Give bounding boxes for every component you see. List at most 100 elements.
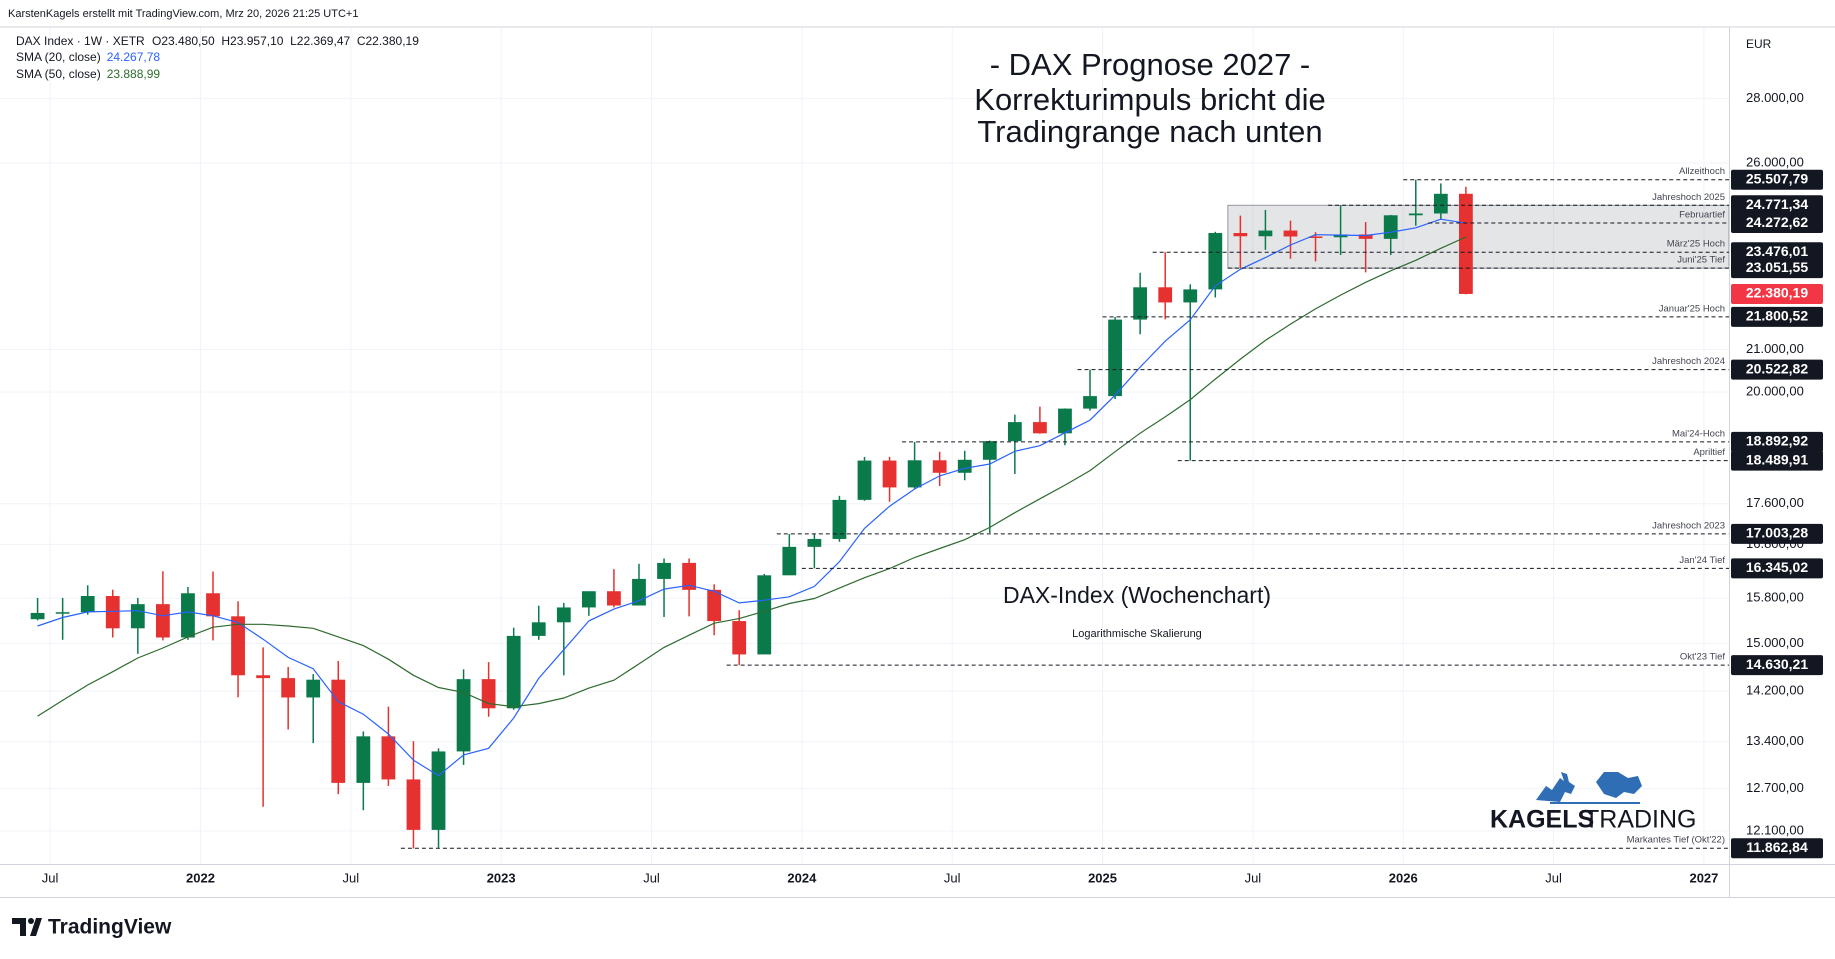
candle-body xyxy=(882,460,897,488)
candle-body xyxy=(531,622,546,636)
y-tick-label: 17.600,00 xyxy=(1746,495,1804,510)
x-tick-label: 2023 xyxy=(487,870,516,885)
price-label-box xyxy=(1731,213,1823,234)
candle-body xyxy=(456,679,471,752)
price-label: 17.003,28 xyxy=(1746,525,1808,541)
y-tick-label: 20.000,00 xyxy=(1746,384,1804,399)
level-note: Jahreshoch 2024 xyxy=(1652,356,1725,367)
candle-body xyxy=(331,679,346,783)
x-tick-label: 2024 xyxy=(787,870,817,885)
candle-body xyxy=(982,441,997,460)
y-tick-label: 12.100,00 xyxy=(1746,822,1804,837)
candle-body xyxy=(1007,422,1022,442)
candle-body xyxy=(181,593,195,638)
y-tick-label: 15.000,00 xyxy=(1746,635,1804,650)
legend-entry: SMA (50, close) xyxy=(16,67,101,81)
price-label: 23.476,01 xyxy=(1746,243,1808,259)
candle-body xyxy=(1108,319,1122,397)
price-label: 18.892,92 xyxy=(1746,433,1808,449)
level-note: Jahreshoch 2023 xyxy=(1652,520,1725,531)
candle-body xyxy=(406,779,421,830)
candle-body xyxy=(607,591,621,606)
price-label: 16.345,02 xyxy=(1746,559,1808,575)
x-tick-label: Jul xyxy=(944,870,961,885)
legend-entry: SMA (20, close) xyxy=(16,50,101,64)
price-label: 25.507,79 xyxy=(1746,170,1808,186)
level-note: Allzeithoch xyxy=(1679,166,1725,177)
tradingview-brand: TradingView xyxy=(12,916,172,939)
y-tick-label: 13.400,00 xyxy=(1746,733,1804,748)
title-line: Korrekturimpuls bricht die xyxy=(974,82,1325,117)
x-tick-label: Jul xyxy=(1245,870,1262,885)
price-label-box xyxy=(1731,242,1823,263)
overlay-layer: SMA (20, close) 24.267,78 SMA (50, close) 2… xyxy=(16,50,1823,859)
level-note: Februartief xyxy=(1679,210,1725,221)
legend-value: 24.267,78 xyxy=(107,50,161,64)
attribution: KarstenKagels erstellt mit TradingView.c… xyxy=(8,8,358,20)
price-label: 11.862,84 xyxy=(1746,839,1808,855)
candle-body xyxy=(281,678,296,698)
price-label: 14.630,21 xyxy=(1746,656,1808,672)
price-label-box xyxy=(1731,306,1823,327)
candle-body xyxy=(832,499,847,539)
candle-body xyxy=(30,612,45,620)
candle-body xyxy=(857,460,872,500)
x-tick-label: 2027 xyxy=(1689,870,1718,885)
candle-body xyxy=(932,460,947,473)
price-label-box xyxy=(1731,655,1823,676)
y-tick-label: 15.800,00 xyxy=(1746,589,1804,604)
scale-note: Logarithmische Skalierung xyxy=(1072,628,1202,640)
price-label-box xyxy=(1731,431,1823,452)
candle-body xyxy=(1308,236,1323,238)
candle-body xyxy=(1383,215,1398,239)
x-tick-label: 2025 xyxy=(1088,870,1117,885)
candle-body xyxy=(707,589,722,622)
x-tick-label: Jul xyxy=(42,870,59,885)
brand-text: TradingView xyxy=(48,916,172,939)
candle-body xyxy=(632,578,646,606)
subtitle: DAX-Index (Wochenchart) xyxy=(1003,582,1271,608)
candle-body xyxy=(757,575,772,655)
price-label-box xyxy=(1731,450,1823,471)
y-tick-label: 28.000,00 xyxy=(1746,90,1804,105)
level-note: Jan'24 Tief xyxy=(1679,555,1725,566)
candle-body xyxy=(1208,233,1223,290)
brand-icon xyxy=(12,918,42,936)
price-label-box xyxy=(1731,169,1823,190)
candle-body xyxy=(1133,287,1148,320)
candle-body xyxy=(657,562,671,579)
price-label-box xyxy=(1731,258,1823,279)
candle-body xyxy=(1233,233,1248,237)
candle-body xyxy=(356,736,371,783)
candle-body xyxy=(1033,422,1047,434)
sma-line xyxy=(37,218,1466,777)
level-note: Markantes Tief (Okt'22) xyxy=(1627,835,1725,846)
title-line: - DAX Prognose 2027 - xyxy=(990,47,1311,82)
candle-body xyxy=(682,562,696,590)
candle-body xyxy=(1083,396,1097,409)
logo-text-bold: KAGELS xyxy=(1490,806,1594,834)
candle-body xyxy=(556,607,571,623)
candle-body xyxy=(1058,408,1072,434)
level-note: Apriltief xyxy=(1693,447,1725,458)
candle-body xyxy=(105,596,120,629)
currency: EUR xyxy=(1746,37,1772,51)
price-label: 23.051,55 xyxy=(1746,259,1808,275)
candle-body xyxy=(431,751,446,830)
candle-body xyxy=(256,675,270,679)
candle-body xyxy=(130,604,145,629)
candle-body xyxy=(907,460,922,488)
level-note: Jahreshoch 2025 xyxy=(1652,192,1725,203)
x-tick-label: Jul xyxy=(342,870,359,885)
candle-body xyxy=(206,593,220,617)
candle-body xyxy=(1183,289,1198,303)
price-label: 24.771,34 xyxy=(1746,196,1808,212)
candle-body xyxy=(155,604,170,638)
title-line: Tradingrange nach unten xyxy=(977,114,1322,149)
level-note: Juni'25 Tief xyxy=(1677,255,1725,266)
candle-body xyxy=(1158,287,1173,303)
candle-body xyxy=(381,736,396,780)
level-note: Okt'23 Tief xyxy=(1680,652,1725,663)
